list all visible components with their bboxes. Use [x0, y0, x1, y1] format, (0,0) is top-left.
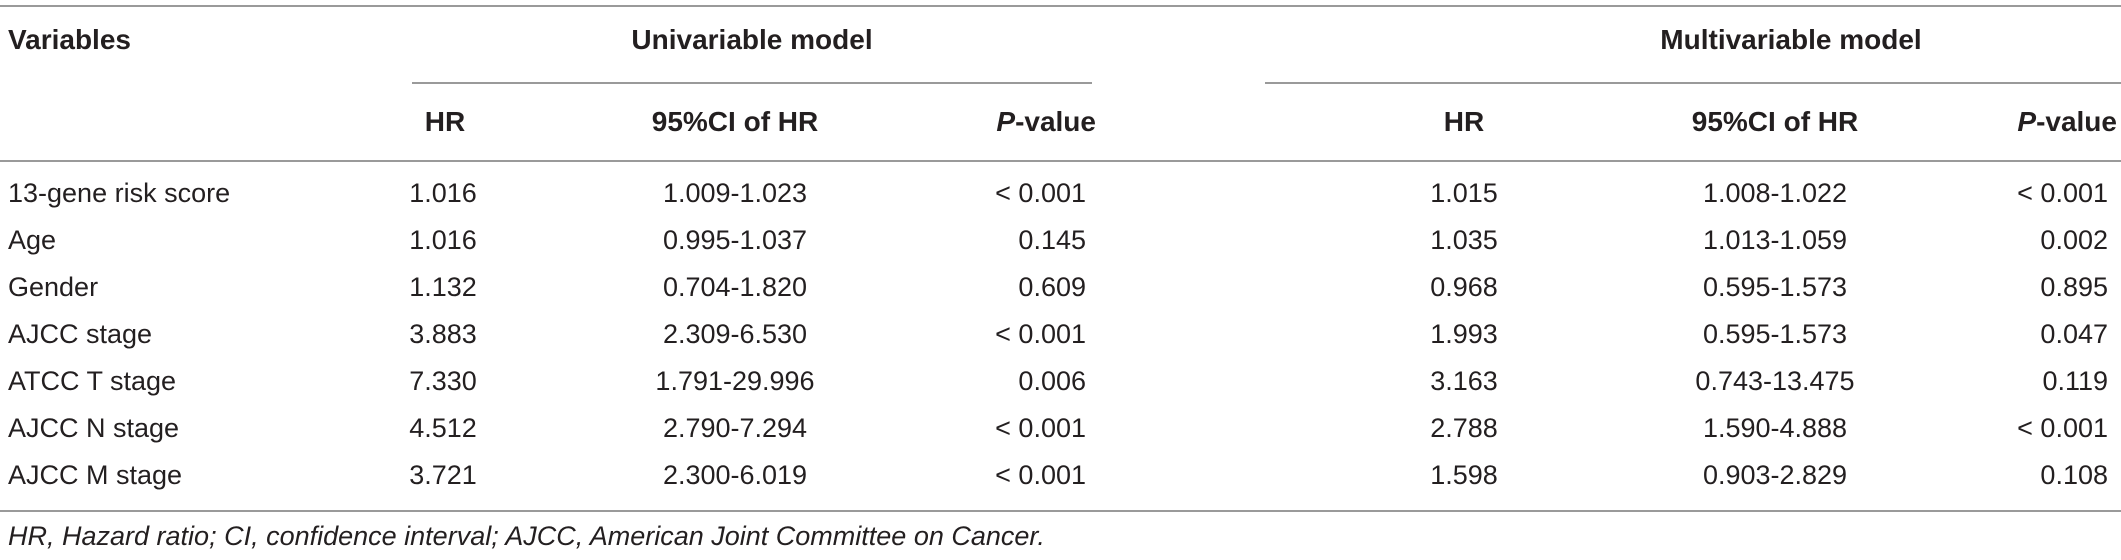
multi-ci-cell: 0.595-1.573: [1702, 272, 1848, 302]
table-top-rule: [0, 5, 2121, 7]
p-suffix: -value: [2036, 106, 2117, 137]
multi-hr-cell: 0.968: [1430, 272, 1498, 302]
multi-p-cell: 0.108: [2040, 460, 2108, 490]
table-footnote: HR, Hazard ratio; CI, confidence interva…: [8, 521, 1045, 551]
multi-hr-cell: 1.015: [1430, 178, 1498, 208]
header-bottom-rule: [0, 160, 2121, 162]
multi-ci-cell: 1.008-1.022: [1702, 178, 1848, 208]
header-uni-hr: HR: [424, 106, 466, 137]
uni-hr-cell: 1.016: [409, 178, 477, 208]
header-uni-ci: 95%CI of HR: [651, 106, 819, 137]
multi-hr-cell: 1.035: [1430, 225, 1498, 255]
multi-p-cell: 0.047: [2040, 319, 2108, 349]
row-variable: Gender: [8, 272, 99, 302]
header-variables: Variables: [8, 24, 131, 55]
row-variable: AJCC M stage: [8, 460, 183, 490]
uni-ci-cell: 1.009-1.023: [662, 178, 808, 208]
multivariable-group-rule: [1265, 82, 2121, 84]
uni-ci-cell: 0.704-1.820: [662, 272, 808, 302]
uni-hr-cell: 4.512: [409, 413, 477, 443]
multi-hr-cell: 3.163: [1430, 366, 1498, 396]
multi-ci-cell: 0.595-1.573: [1702, 319, 1848, 349]
multi-hr-cell: 2.788: [1430, 413, 1498, 443]
p-italic: P: [2017, 106, 2037, 137]
multi-ci-cell: 0.743-13.475: [1695, 366, 1855, 396]
header-multivariable-model: Multivariable model: [1660, 24, 1922, 55]
uni-hr-cell: 3.721: [409, 460, 477, 490]
row-variable: AJCC stage: [8, 319, 153, 349]
uni-p-cell: < 0.001: [995, 460, 1086, 490]
uni-p-cell: 0.145: [1018, 225, 1086, 255]
multi-p-cell: < 0.001: [2017, 178, 2108, 208]
header-univariable-model: Univariable model: [631, 24, 873, 55]
multi-p-cell: < 0.001: [2017, 413, 2108, 443]
p-suffix: -value: [1015, 106, 1096, 137]
multi-p-cell: 0.002: [2040, 225, 2108, 255]
multi-hr-cell: 1.598: [1430, 460, 1498, 490]
uni-hr-cell: 3.883: [409, 319, 477, 349]
univariable-group-rule: [412, 82, 1092, 84]
uni-p-cell: 0.006: [1018, 366, 1086, 396]
row-variable: AJCC N stage: [8, 413, 180, 443]
uni-ci-cell: 1.791-29.996: [655, 366, 815, 396]
multi-ci-cell: 1.013-1.059: [1702, 225, 1848, 255]
row-variable: ATCC T stage: [8, 366, 177, 396]
uni-ci-cell: 2.309-6.530: [662, 319, 808, 349]
uni-ci-cell: 2.300-6.019: [662, 460, 808, 490]
row-variable: 13-gene risk score: [8, 178, 231, 208]
uni-hr-cell: 1.132: [409, 272, 477, 302]
multi-p-cell: 0.895: [2040, 272, 2108, 302]
multi-p-cell: 0.119: [2042, 366, 2108, 396]
p-italic: P: [996, 106, 1016, 137]
uni-hr-cell: 7.330: [409, 366, 477, 396]
header-multi-hr: HR: [1443, 106, 1485, 137]
uni-ci-cell: 2.790-7.294: [662, 413, 808, 443]
uni-p-cell: 0.609: [1018, 272, 1086, 302]
uni-p-cell: < 0.001: [995, 319, 1086, 349]
uni-p-cell: < 0.001: [995, 178, 1086, 208]
multi-hr-cell: 1.993: [1430, 319, 1498, 349]
row-variable: Age: [8, 225, 57, 255]
header-multi-p-value: P-value: [2017, 106, 2117, 138]
uni-ci-cell: 0.995-1.037: [662, 225, 808, 255]
multi-ci-cell: 0.903-2.829: [1702, 460, 1848, 490]
header-multi-ci: 95%CI of HR: [1691, 106, 1859, 137]
uni-hr-cell: 1.016: [409, 225, 477, 255]
table-bottom-rule: [0, 510, 2121, 512]
multi-ci-cell: 1.590-4.888: [1702, 413, 1848, 443]
uni-p-cell: < 0.001: [995, 413, 1086, 443]
header-uni-p-value: P-value: [996, 106, 1096, 138]
